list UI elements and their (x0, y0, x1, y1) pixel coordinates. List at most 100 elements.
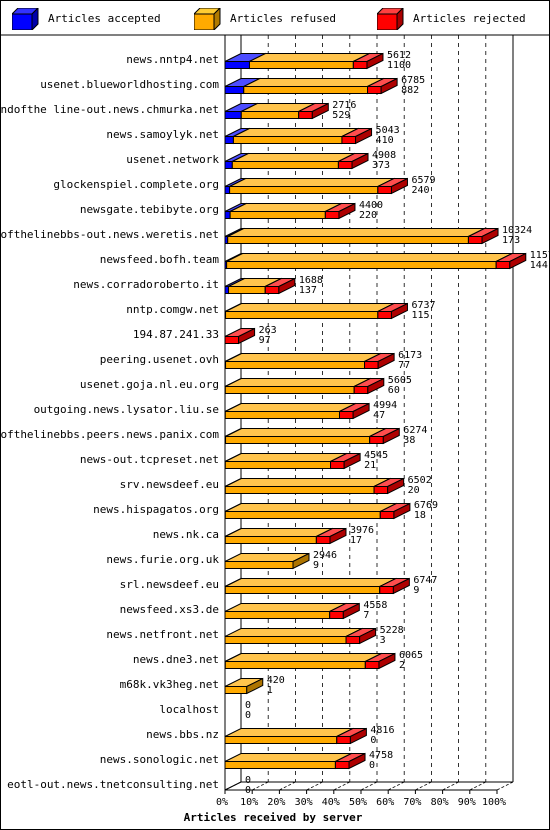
category-label: newsgate.tebibyte.org (80, 203, 219, 216)
legend-swatch-refused (192, 6, 222, 32)
value-label-total: 10324 (502, 225, 532, 236)
value-label-total: 6274 (403, 425, 427, 436)
bar-segment-rejected (330, 452, 361, 470)
bar-segment-refused (224, 452, 348, 470)
value-label-total: 4558 (363, 600, 387, 611)
bar-segment-rejected (315, 527, 347, 545)
value-label-total: 263 (259, 325, 277, 336)
bar-segment-rejected (379, 502, 411, 520)
value-label-total: 6747 (413, 575, 437, 586)
x-tick-label: 80% (431, 797, 449, 808)
grid-floor-line (224, 781, 242, 791)
bar-segment-refused (224, 652, 382, 670)
value-label-total: 4908 (372, 150, 396, 161)
bar-segment-rejected (364, 352, 395, 370)
bar-segment-refused (224, 377, 371, 395)
category-label: srl.newsdeef.eu (120, 578, 219, 591)
value-label-total: 6737 (411, 300, 435, 311)
value-label-accepted: 173 (502, 235, 520, 246)
value-label-accepted: 9 (313, 560, 319, 571)
category-label: outgoing.news.lysator.liu.se (34, 403, 219, 416)
bar-segment-rejected (264, 277, 296, 295)
x-tick-label: 40% (322, 797, 340, 808)
value-label-accepted: 9 (413, 585, 419, 596)
category-label: newsfeed.xs3.de (120, 603, 219, 616)
value-label-accepted: 0 (370, 735, 376, 746)
legend-label-refused: Articles refused (230, 12, 336, 25)
grid-floor-line (306, 781, 323, 791)
grid-floor-line (469, 781, 486, 791)
bar-segment-rejected (367, 77, 398, 95)
grid-floor-line (415, 781, 432, 791)
value-label-accepted: 0 (369, 760, 375, 771)
value-label-accepted: 1100 (387, 60, 411, 71)
bar-segment-refused (248, 52, 370, 70)
x-tick-label: 100% (482, 797, 506, 808)
bar-segment-refused (225, 352, 382, 370)
legend-swatch-accepted (10, 6, 40, 32)
grid-floor-line (252, 781, 269, 791)
bar-segment-refused (224, 552, 310, 570)
value-label-accepted: 144 (530, 260, 548, 271)
category-label: usenet.network (126, 153, 219, 166)
value-label-accepted: 529 (332, 110, 350, 121)
bar-segment-refused (232, 127, 359, 145)
category-label: srv.newsdeef.eu (120, 478, 219, 491)
bar-segment-rejected (329, 602, 360, 620)
value-label-total: 5228 (380, 625, 404, 636)
x-tick-label: 90% (458, 797, 476, 808)
category-label: news.netfront.net (106, 628, 219, 641)
bar-segment-rejected (379, 577, 410, 595)
value-label-accepted: 0 (245, 710, 251, 721)
grid-floor-line (442, 781, 459, 791)
value-label-accepted: 240 (411, 185, 429, 196)
category-label: localhost (159, 703, 219, 716)
value-label-total: 6785 (401, 75, 425, 86)
category-label: glockenspiel.complete.org (53, 178, 219, 191)
x-tick-label: 20% (267, 797, 285, 808)
bar-segment-refused (226, 252, 513, 270)
category-label: news.hispagatos.org (93, 503, 219, 516)
bar-segment-refused (224, 727, 354, 745)
category-label: news.nk.ca (153, 528, 219, 541)
x-tick-label: 60% (376, 797, 394, 808)
category-label: newsfeed.bofh.team (100, 253, 220, 266)
value-label-total: 420 (267, 675, 285, 686)
category-label: 194.87.241.33 (133, 328, 219, 341)
category-label: news.nntp4.net (126, 53, 219, 66)
bar-segment-refused (229, 202, 342, 220)
legend-item-accepted: Articles accepted (10, 6, 161, 32)
value-label-total: 4758 (369, 750, 393, 761)
value-label-accepted: 2 (399, 660, 405, 671)
x-tick-label: 70% (403, 797, 421, 808)
value-label-total: 6065 (399, 650, 423, 661)
value-label-accepted: 220 (359, 210, 377, 221)
bar-segment-refused (225, 427, 387, 445)
bar-segment-rejected (345, 627, 377, 645)
bar-segment-rejected (224, 327, 256, 345)
bar-segment-refused (224, 502, 397, 520)
value-label-accepted: 410 (376, 135, 394, 146)
grid-floor-line (333, 781, 350, 791)
value-label-total: 4816 (370, 725, 394, 736)
value-label-total: 0 (245, 700, 251, 711)
value-label-accepted: 38 (403, 435, 415, 446)
value-label-accepted: 20 (408, 485, 420, 496)
bar-segment-rejected (337, 152, 369, 170)
value-label-accepted: 17 (350, 535, 362, 546)
bar-segment-refused (224, 627, 363, 645)
value-label-total: 11574 (530, 250, 550, 261)
bar-segment-rejected (298, 102, 329, 120)
category-label: usenet.blueworldhosting.com (40, 78, 219, 91)
value-label-total: 5612 (387, 50, 411, 61)
x-tick-label: 30% (295, 797, 313, 808)
bar-segment-rejected (373, 477, 405, 495)
bar-segment-refused (225, 302, 395, 320)
category-label: peering.usenet.ovh (100, 353, 219, 366)
x-axis-title: Articles received by server (184, 811, 363, 824)
bar-segment-rejected (364, 652, 396, 670)
grid-floor-line (279, 781, 296, 791)
value-label-accepted: 0 (245, 785, 251, 796)
bar-segment-rejected (336, 727, 367, 745)
value-label-total: 4994 (373, 400, 397, 411)
